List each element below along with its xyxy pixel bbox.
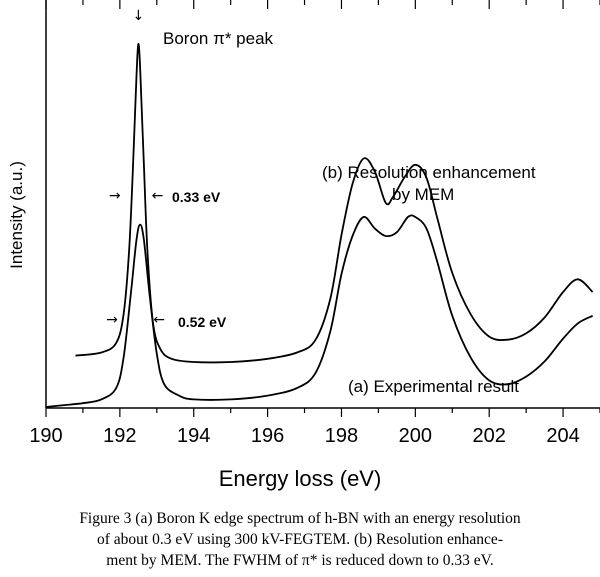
x-tick-label: 204 [546, 425, 579, 447]
fwhm-b-left-arrow-icon: → [109, 188, 121, 204]
series-b-label-line-1: (b) Resolution enhancement [322, 163, 536, 182]
x-axis-title: Energy loss (eV) [219, 466, 382, 491]
fwhm-a-label: 0.52 eV [178, 314, 227, 330]
x-tick-label: 190 [29, 425, 62, 447]
x-tick-label: 196 [251, 425, 284, 447]
peak-down-arrow-icon: ↓ [132, 8, 144, 24]
x-tick-label: 194 [177, 425, 210, 447]
x-tick-label: 202 [473, 425, 506, 447]
curves [45, 43, 594, 408]
annotations: ↓ Boron π* peak → ← 0.33 eV → ← 0.52 eV (b) Reso… [106, 8, 536, 396]
x-tick-label: 200 [399, 425, 432, 447]
fwhm-a-left-arrow-icon: → [106, 312, 118, 328]
spectrum-chart: 190 192 194 196 198 200 202 204 ↓ Boron π* peak →… [7, 0, 600, 491]
fwhm-b-label: 0.33 eV [172, 189, 221, 205]
caption-line-1: Figure 3 (a) Boron K edge spectrum of h-… [79, 510, 521, 527]
series-a-label: (a) Experimental result [348, 377, 519, 396]
y-axis-title: Intensity (a.u.) [7, 161, 26, 269]
peak-label: Boron π* peak [163, 29, 274, 48]
fwhm-a-right-arrow-icon: ← [153, 312, 165, 328]
caption-line-2: of about 0.3 eV using 300 kV-FEGTEM. (b)… [97, 531, 503, 548]
axes: 190 192 194 196 198 200 202 204 [29, 0, 600, 447]
series-a-experimental-line [45, 214, 594, 408]
series-b-label-line-2: by MEM [392, 185, 454, 204]
x-tick-label: 198 [325, 425, 358, 447]
x-tick-label: 192 [103, 425, 136, 447]
series-b-mem-line [75, 43, 594, 364]
caption-line-3: ment by MEM. The FWHM of π* is reduced d… [106, 552, 494, 569]
fwhm-b-right-arrow-icon: ← [152, 188, 164, 204]
figure-caption: Figure 3 (a) Boron K edge spectrum of h-… [0, 508, 600, 571]
